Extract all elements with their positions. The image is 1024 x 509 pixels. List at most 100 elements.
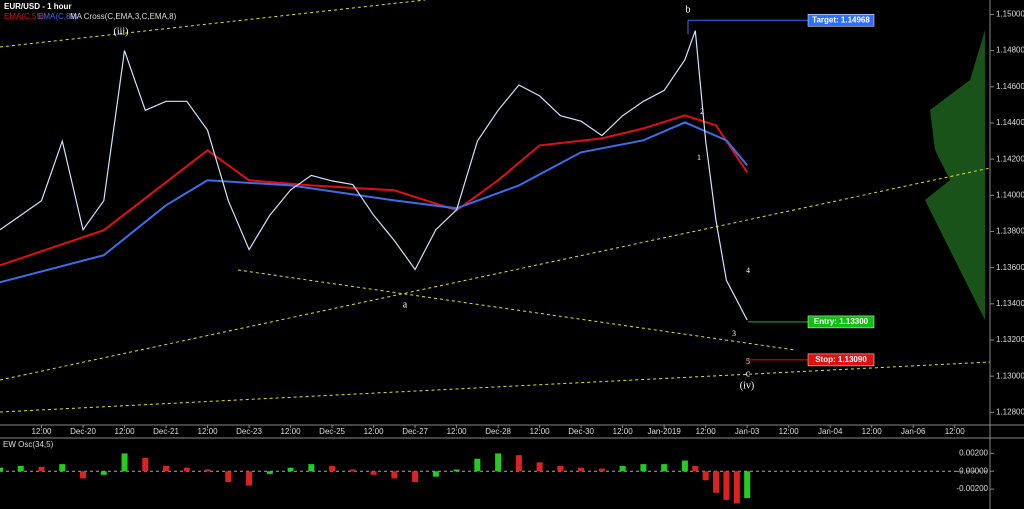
osc-bar: [163, 465, 170, 472]
osc-bar: [308, 464, 315, 472]
wave-label: b: [686, 4, 691, 15]
x-tick-label: 12:00: [281, 427, 302, 436]
osc-bar: [681, 460, 688, 472]
osc-bar: [100, 471, 107, 475]
x-tick-label: Dec-30: [568, 427, 594, 436]
trendlines: [0, 0, 991, 413]
osc-bar: [142, 457, 149, 472]
series-line: [0, 30, 748, 321]
y-tick-label: 1.13800: [996, 227, 1024, 236]
osc-bar: [121, 453, 128, 472]
x-tick-label: 12:00: [862, 427, 883, 436]
x-tick-label: 12:00: [696, 427, 717, 436]
x-tick-label: 12:00: [31, 427, 52, 436]
wave-label: c: [746, 368, 751, 379]
osc-bar: [80, 471, 87, 479]
osc-bar: [723, 471, 730, 500]
x-tick-label: 12:00: [447, 427, 468, 436]
legend-entry: EMA(C,89): [38, 12, 78, 21]
y-tick-label: 1.13200: [996, 335, 1024, 344]
x-tick-label: Dec-20: [70, 427, 96, 436]
osc-bar: [661, 464, 668, 472]
osc-bar: [619, 465, 626, 472]
y-tick-label: 1.14800: [996, 46, 1024, 55]
y-tick-label: 1.13400: [996, 299, 1024, 308]
trendline: [0, 167, 991, 381]
osc-bar: [744, 471, 751, 499]
y-tick-label: 1.12800: [996, 407, 1024, 416]
osc-bar: [692, 465, 699, 472]
osc-bar: [287, 467, 294, 472]
x-tick-label: Dec-28: [485, 427, 511, 436]
osc-bar: [204, 469, 211, 472]
osc-bar: [733, 471, 740, 504]
y-tick-label: 1.14000: [996, 190, 1024, 199]
x-tick-label: Jan-04: [818, 427, 843, 436]
x-tick-label: Jan-03: [735, 427, 760, 436]
legend-entry: MA Cross(C,EMA,3,C,EMA,8): [70, 12, 177, 21]
volume-profile: [925, 30, 985, 320]
x-tick-label: 12:00: [115, 427, 136, 436]
osc-bar: [225, 471, 232, 482]
x-tick-label: 12:00: [779, 427, 800, 436]
osc-title: EW Osc(34,5): [3, 440, 54, 449]
wave-label: (iii): [114, 26, 129, 37]
osc-bar: [0, 467, 3, 472]
osc-bar: [640, 464, 647, 472]
x-tick-label: 12:00: [364, 427, 385, 436]
level-label: Target: 1.14968: [812, 15, 870, 24]
x-tick-label: Dec-25: [319, 427, 345, 436]
osc-bar: [495, 453, 502, 472]
chart-title: EUR/USD - 1 hour: [4, 2, 72, 11]
x-tick-label: 12:00: [945, 427, 966, 436]
x-tick-label: Jan-06: [901, 427, 926, 436]
legend-entry: EMA(C,55): [4, 12, 44, 21]
osc-bar: [17, 465, 24, 472]
osc-bar: [515, 455, 522, 472]
x-tick-label: 12:00: [530, 427, 551, 436]
osc-bar: [349, 469, 356, 472]
trendline: [0, 0, 426, 48]
osc-tick-label: 0.00200: [959, 449, 988, 458]
wave-label: (iv): [740, 380, 754, 391]
level-label: Entry: 1.13300: [814, 317, 869, 326]
osc-bar: [391, 471, 398, 479]
wave-label: 3: [732, 329, 736, 338]
y-tick-label: 1.15000: [996, 10, 1024, 19]
osc-bar: [59, 464, 66, 472]
level-box: [807, 315, 875, 329]
osc-bar: [557, 465, 564, 472]
x-tick-label: Jan-2019: [647, 427, 681, 436]
x-tick-label: 12:00: [613, 427, 634, 436]
x-tick-label: 12:00: [198, 427, 219, 436]
x-tick-label: Dec-27: [402, 427, 428, 436]
osc-bar: [266, 471, 273, 474]
y-tick-label: 1.14400: [996, 118, 1024, 127]
level-box: [807, 14, 875, 27]
level-box: [807, 353, 875, 367]
wave-label: 5: [746, 357, 750, 366]
osc-tick-label: -0.00200: [956, 484, 988, 493]
level-label: Stop: 1.13090: [815, 355, 867, 364]
trendline: [237, 269, 796, 351]
osc-bar: [412, 471, 419, 482]
x-tick-label: Dec-21: [153, 427, 179, 436]
wave-label: a: [403, 299, 408, 310]
osc-bar: [578, 467, 585, 472]
y-tick-label: 1.13000: [996, 371, 1024, 380]
osc-bar: [713, 471, 720, 493]
osc-bar: [246, 471, 253, 486]
x-tick-label: Dec-23: [236, 427, 262, 436]
osc-bar: [536, 462, 543, 472]
osc-bar: [370, 471, 377, 475]
y-tick-label: 1.14600: [996, 82, 1024, 91]
osc-bar: [38, 466, 45, 472]
wave-label: 1: [697, 153, 701, 162]
osc-bar: [702, 471, 709, 481]
osc-bar: [329, 465, 336, 472]
osc-bar: [432, 471, 439, 477]
osc-bar: [474, 458, 481, 472]
y-tick-label: 1.13600: [996, 263, 1024, 272]
